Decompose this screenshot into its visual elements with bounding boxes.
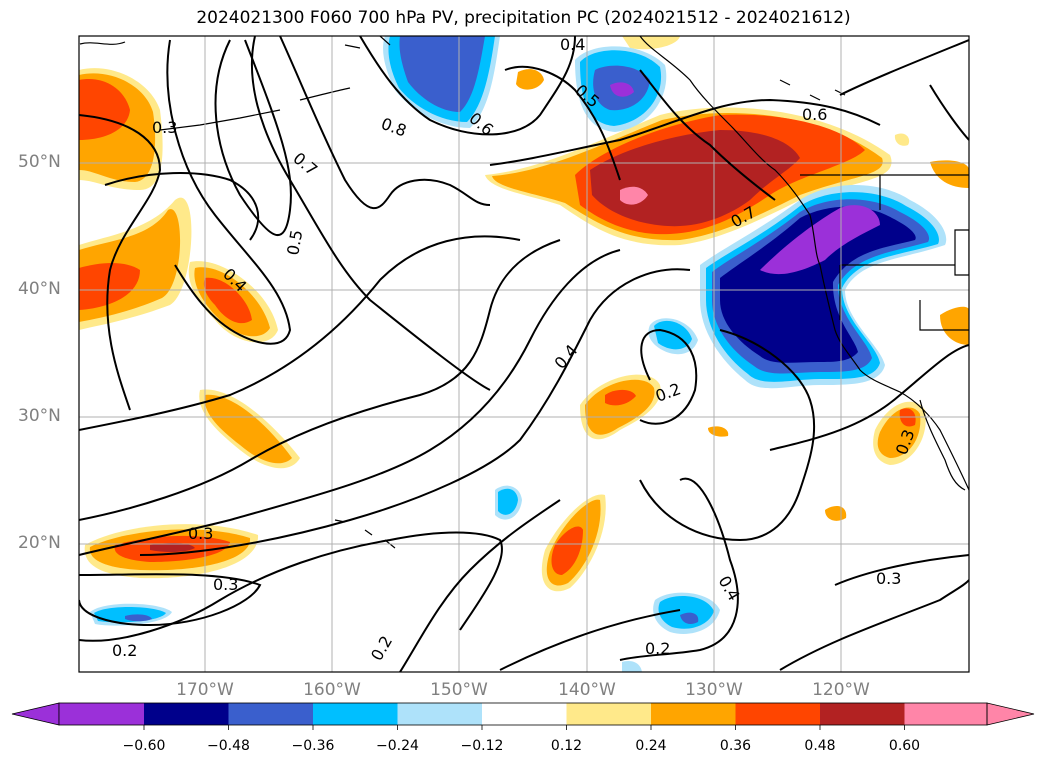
colorbar-tick-label: −0.36 xyxy=(291,738,335,754)
negative-anomaly-small-cells xyxy=(90,318,720,672)
lon-label-160w: 160°W xyxy=(303,680,361,700)
colorbar-segment xyxy=(651,703,736,725)
map-frame xyxy=(78,35,970,673)
map-title: 2024021300 F060 700 hPa PV, precipitatio… xyxy=(196,8,851,28)
colorbar-segment xyxy=(228,703,313,725)
lon-label-140w: 140°W xyxy=(558,680,616,700)
negative-anomaly-west-coast xyxy=(700,185,947,389)
colorbar xyxy=(11,702,1035,730)
lon-label-170w: 170°W xyxy=(176,680,234,700)
colorbar-segment xyxy=(566,703,651,725)
colorbar-segment xyxy=(59,703,144,725)
contour-label: 0.4 xyxy=(560,35,585,54)
contour-label: 0.2 xyxy=(112,641,137,660)
contour-label: 0.3 xyxy=(213,575,238,594)
pv-contours xyxy=(79,36,969,672)
colorbar-segment xyxy=(313,703,398,725)
colorbar-tick-label: 0.12 xyxy=(550,738,583,754)
colorbar-tick-label: −0.48 xyxy=(207,738,250,754)
colorbar-extend-low xyxy=(11,702,60,726)
positive-anomaly-west-upper xyxy=(79,68,163,190)
lon-label-130w: 130°W xyxy=(685,680,743,700)
positive-anomaly-west-mid xyxy=(79,197,192,330)
contour-label: 0.2 xyxy=(645,639,670,658)
positive-anomaly-165w-30n xyxy=(199,389,300,469)
colorbar-tick-label: 0.24 xyxy=(635,738,667,754)
contour-label: 0.3 xyxy=(876,569,901,588)
colorbar-segment xyxy=(904,703,987,725)
colorbar-segment xyxy=(144,703,229,725)
colorbar-frame xyxy=(58,702,988,726)
colorbar-tick-label: 0.48 xyxy=(804,738,836,754)
lon-label-150w: 150°W xyxy=(430,680,488,700)
coastlines xyxy=(79,36,969,549)
lat-label-30n: 30°N xyxy=(18,406,61,426)
lat-label-50n: 50°N xyxy=(18,152,61,172)
colorbar-tick-label: 0.60 xyxy=(888,738,921,754)
colorbar-tick-label: 0.36 xyxy=(719,738,752,754)
colorbar-segment xyxy=(735,703,820,725)
colorbar-segment xyxy=(397,703,482,725)
colorbar-tick-label: −0.60 xyxy=(122,738,166,754)
colorbar-segment xyxy=(820,703,905,725)
colorbar-tick-label: −0.24 xyxy=(376,738,419,754)
negative-anomaly-135w-55n xyxy=(575,46,667,132)
contour-labels: 0.3 0.8 0.7 0.5 0.4 0.6 0.4 0.5 0.6 0.7 … xyxy=(112,35,918,664)
lat-label-20n: 20°N xyxy=(18,533,61,553)
contour-label: 0.3 xyxy=(152,118,177,137)
contour-label: 0.6 xyxy=(802,105,827,124)
positive-anomaly-140w-30n xyxy=(580,374,661,440)
colorbar-extend-high xyxy=(986,702,1035,726)
lat-label-40n: 40°N xyxy=(18,279,61,299)
colorbar-tick-label: −0.12 xyxy=(460,738,504,754)
contour-label: 0.5 xyxy=(283,228,306,256)
graticule xyxy=(79,36,969,672)
lon-label-120w: 120°W xyxy=(812,680,870,700)
contour-label: 0.3 xyxy=(188,524,213,543)
colorbar-segment xyxy=(482,703,567,725)
positive-anomaly-165w-40n xyxy=(188,261,278,343)
